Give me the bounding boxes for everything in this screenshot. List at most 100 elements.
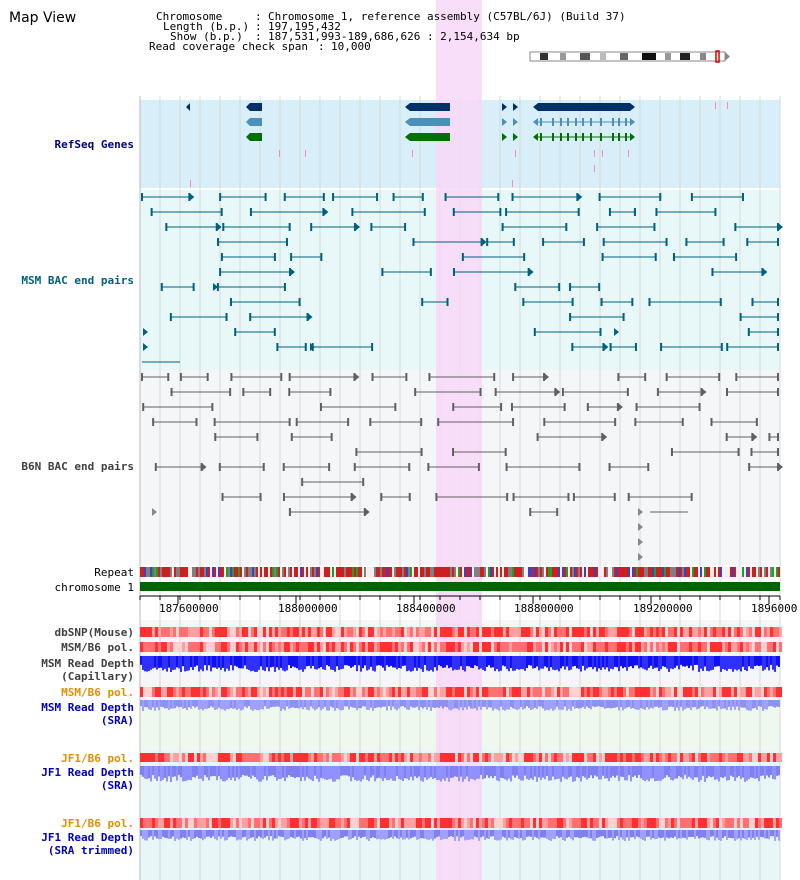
- depth-bar: [598, 766, 600, 780]
- polymorphism-cell: [530, 818, 533, 828]
- repeat-element: [646, 567, 648, 577]
- polymorphism-cell: [641, 753, 644, 762]
- repeat-element: [736, 567, 738, 577]
- depth-bar: [496, 700, 498, 710]
- polymorphism-cell: [773, 687, 776, 697]
- polymorphism-cell: [377, 642, 380, 652]
- depth-bar: [272, 766, 274, 776]
- repeat-element: [448, 567, 450, 577]
- depth-bar: [246, 830, 248, 841]
- depth-bar: [554, 700, 556, 710]
- polymorphism-cell: [725, 627, 728, 637]
- bac-end: [273, 328, 276, 336]
- depth-bar: [636, 700, 638, 710]
- depth-bar: [254, 766, 256, 778]
- depth-bar: [234, 766, 236, 781]
- polymorphism-cell: [590, 818, 593, 828]
- depth-bar: [256, 656, 258, 672]
- track-label-dbsnp[interactable]: dbSNP(Mouse): [54, 626, 134, 639]
- track-label-jf1-b6-pol[interactable]: JF1/B6 pol.: [61, 752, 134, 765]
- bac-end: [768, 433, 771, 441]
- depth-bar: [544, 766, 546, 780]
- bac-arrow: [323, 208, 329, 216]
- repeat-element: [402, 567, 404, 577]
- depth-bar: [288, 700, 290, 709]
- polymorphism-cell: [767, 818, 770, 828]
- depth-bar: [486, 656, 488, 667]
- polymorphism-cell: [191, 753, 194, 762]
- track-label-jf1-depth-sra[interactable]: JF1 Read Depth: [41, 766, 134, 779]
- length-label: Length (b.p.): [163, 20, 250, 33]
- polymorphism-cell: [236, 753, 239, 762]
- depth-bar: [260, 766, 262, 782]
- depth-bar: [748, 830, 750, 838]
- polymorphism-cell: [239, 627, 242, 637]
- depth-bar: [528, 830, 530, 837]
- polymorphism-cell: [188, 818, 191, 828]
- depth-bar: [734, 830, 736, 841]
- polymorphism-cell: [725, 753, 728, 762]
- gene-arrow: [513, 118, 518, 126]
- bac-end: [380, 493, 383, 501]
- depth-bar: [242, 766, 244, 775]
- polymorphism-cell: [542, 687, 545, 697]
- depth-bar: [582, 766, 584, 777]
- repeat-element: [678, 567, 680, 577]
- polymorphism-cell: [350, 627, 353, 637]
- repeat-element: [552, 567, 554, 577]
- depth-bar: [156, 656, 158, 670]
- bac-end: [596, 223, 599, 231]
- bac-end: [298, 298, 301, 306]
- depth-bar: [474, 700, 476, 709]
- polymorphism-cell: [404, 687, 407, 697]
- polymorphism-cell: [317, 627, 320, 637]
- ideogram-band: [700, 53, 706, 60]
- depth-bar: [200, 700, 202, 710]
- track-label-msm-depth-cap[interactable]: MSM Read Depth: [41, 657, 134, 670]
- track-label-jf1-b6-pol2[interactable]: JF1/B6 pol.: [61, 817, 134, 830]
- depth-bar: [400, 766, 402, 780]
- depth-bar: [378, 766, 380, 778]
- track-label-msm-b6-pol[interactable]: MSM/B6 pol.: [61, 641, 134, 654]
- depth-bar: [536, 700, 538, 710]
- depth-bar: [674, 766, 676, 779]
- polymorphism-cell: [479, 642, 482, 652]
- track-label-msm-depth-sra[interactable]: MSM Read Depth: [41, 701, 134, 714]
- repeat-element: [536, 567, 538, 577]
- polymorphism-cell: [404, 627, 407, 637]
- repeat-element: [510, 567, 512, 577]
- bac-end: [510, 403, 513, 411]
- depth-bar: [268, 830, 270, 841]
- bac-end: [301, 478, 304, 486]
- polymorphism-cell: [167, 642, 170, 652]
- repeat-element: [504, 567, 506, 577]
- depth-bar: [580, 700, 582, 709]
- depth-bar: [422, 766, 424, 782]
- depth-bar: [226, 656, 228, 669]
- polymorphism-cell: [620, 753, 623, 762]
- polymorphism-cell: [266, 818, 269, 828]
- polymorphism-cell: [536, 627, 539, 637]
- polymorphism-cell: [515, 627, 518, 637]
- depth-bar: [408, 830, 410, 840]
- track-label-refseq[interactable]: RefSeq Genes: [54, 138, 134, 151]
- depth-bar: [746, 830, 748, 840]
- polymorphism-cell: [221, 627, 224, 637]
- polymorphism-cell: [179, 818, 182, 828]
- repeat-element: [154, 567, 156, 577]
- depth-bar: [536, 766, 538, 782]
- polymorphism-cell: [353, 818, 356, 828]
- track-label-msm-bac[interactable]: MSM BAC end pairs: [21, 274, 134, 287]
- track-label-msm-b6-pol2[interactable]: MSM/B6 pol.: [61, 686, 134, 699]
- polymorphism-cell: [506, 642, 509, 652]
- polymorphism-cell: [530, 687, 533, 697]
- polymorphism-cell: [251, 627, 254, 637]
- polymorphism-cell: [581, 687, 584, 697]
- track-label-jf1-depth-trim[interactable]: JF1 Read Depth: [41, 831, 134, 844]
- track-label-b6n-bac[interactable]: B6N BAC end pairs: [21, 460, 134, 473]
- depth-bar: [362, 766, 364, 780]
- depth-bar: [586, 700, 588, 707]
- polymorphism-cell: [776, 753, 779, 762]
- depth-bar: [340, 656, 342, 670]
